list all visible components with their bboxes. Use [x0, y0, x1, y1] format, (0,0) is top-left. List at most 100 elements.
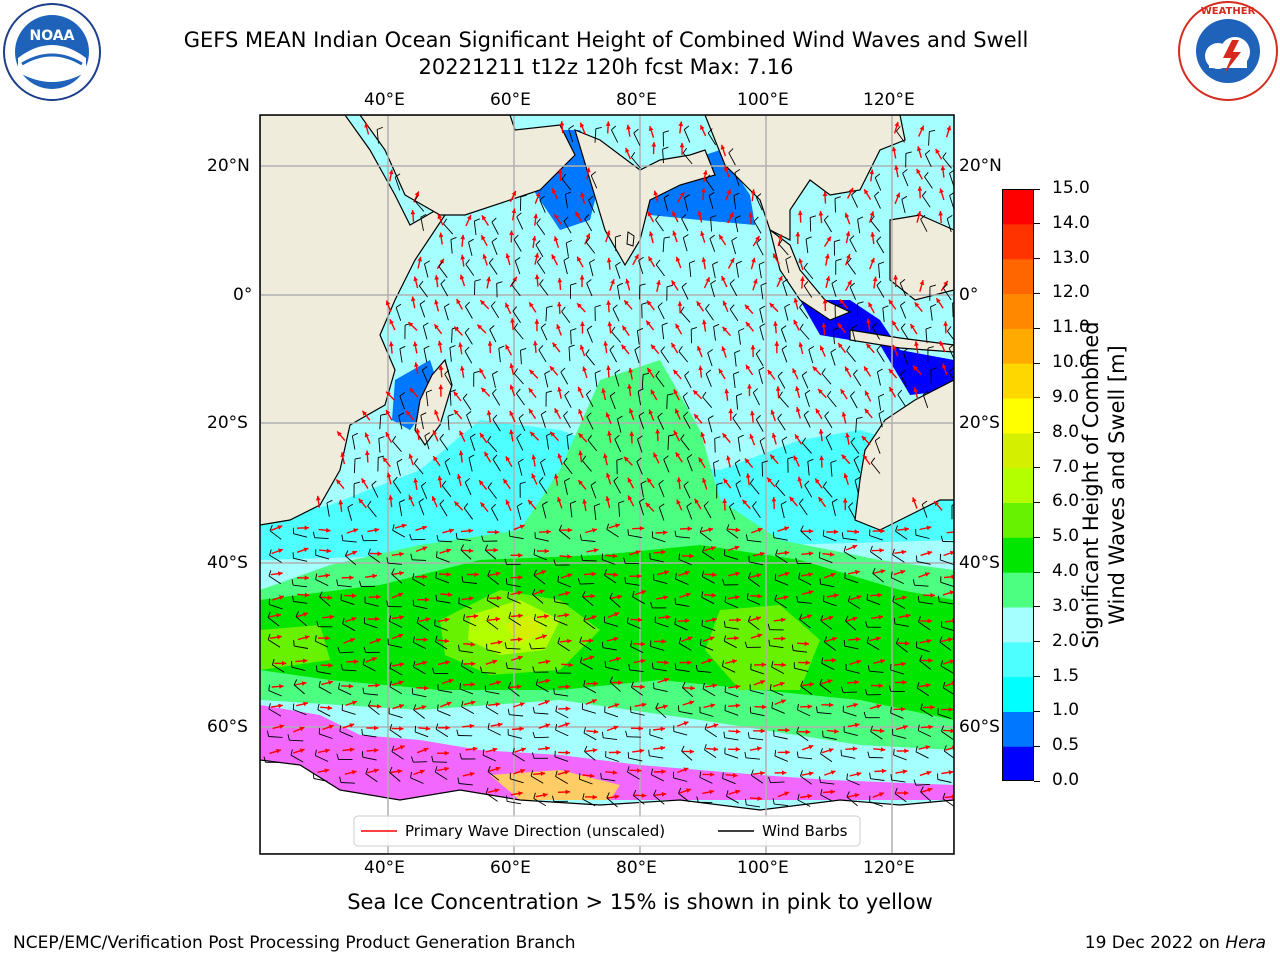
wind-barb	[400, 396, 405, 409]
wave-arrow-head	[389, 170, 394, 175]
wind-barb-flag	[949, 344, 954, 348]
wind-barb-flag	[537, 219, 541, 224]
wave-direction-arrow	[537, 275, 538, 287]
wave-arrow-head	[706, 277, 710, 282]
wind-barb-flag	[533, 732, 535, 738]
wave-direction-arrow	[649, 410, 654, 421]
wave-direction-arrow	[383, 457, 391, 466]
wave-direction-arrow	[433, 456, 440, 466]
wind-barb-flag	[313, 532, 314, 538]
wind-barb	[580, 584, 594, 585]
wave-arrow-head	[649, 410, 654, 415]
wind-barb	[681, 439, 690, 450]
wave-direction-arrow	[719, 369, 725, 379]
wave-direction-arrow	[940, 188, 944, 200]
wave-direction-arrow	[481, 235, 487, 246]
wind-barb	[656, 265, 664, 276]
wind-barb-flag	[444, 304, 449, 307]
wave-direction-arrow	[608, 704, 619, 708]
wave-arrow-head	[712, 572, 717, 577]
wind-barb-flag	[724, 635, 725, 641]
wave-arrow-head	[533, 341, 538, 346]
wave-direction-arrow	[610, 279, 614, 290]
wind-barb	[822, 374, 831, 385]
wave-direction-arrow	[506, 303, 511, 314]
wave-arrow-head	[518, 575, 522, 580]
wave-direction-arrow	[585, 529, 597, 532]
wave-arrow-head	[770, 455, 775, 460]
wave-direction-arrow	[457, 299, 463, 310]
wave-direction-arrow	[607, 638, 619, 641]
wind-barb	[756, 197, 762, 210]
wind-barb-flag	[792, 645, 793, 651]
wind-barb	[341, 783, 355, 784]
wave-direction-arrow	[510, 411, 515, 422]
wind-barb-flag	[918, 596, 919, 602]
wind-barb	[903, 173, 908, 186]
wind-barb-flag	[917, 682, 919, 688]
wind-barb-flag	[362, 729, 363, 735]
wind-barb	[435, 772, 447, 779]
wind-barb-flag	[802, 372, 807, 376]
wind-barb-flag	[823, 731, 824, 737]
wind-barb	[365, 603, 379, 607]
wind-barb	[606, 667, 620, 670]
wind-barb	[799, 579, 812, 585]
wind-barb	[564, 463, 573, 474]
wind-barb	[683, 238, 687, 251]
wind-barb	[682, 751, 693, 760]
wave-arrow-head	[889, 300, 894, 305]
wave-direction-arrow	[846, 618, 857, 622]
wind-barb	[452, 329, 453, 343]
wave-arrow-head	[869, 302, 873, 307]
wind-barb-flag	[619, 501, 625, 503]
wave-arrow-head	[383, 457, 388, 462]
wave-arrow-head	[352, 770, 357, 775]
wind-barb	[749, 562, 763, 565]
wave-arrow-head	[758, 594, 763, 599]
wind-barb	[916, 535, 930, 538]
wind-barb	[506, 648, 520, 649]
wave-arrow-head	[362, 478, 366, 483]
wind-barb	[662, 325, 664, 339]
wind-barb-flag	[452, 328, 458, 329]
arabia-land	[360, 115, 575, 215]
colorbar-scale	[1002, 189, 1034, 781]
wind-barb-flag	[288, 734, 289, 740]
wind-barb	[821, 754, 833, 762]
wave-direction-arrow	[862, 436, 870, 445]
wind-barb-flag	[547, 433, 553, 435]
wind-barb-flag	[663, 147, 669, 149]
wave-direction-arrow	[683, 688, 695, 689]
wind-barb-flag	[505, 642, 506, 648]
wind-barb-flag	[730, 305, 734, 310]
wave-direction-arrow	[605, 341, 607, 353]
wind-barb-flag	[841, 750, 842, 756]
wave-arrow-head	[592, 615, 597, 620]
wind-barb-flag	[464, 614, 465, 620]
wave-direction-arrow	[559, 387, 562, 399]
wave-arrow-head	[556, 324, 561, 329]
wave-direction-arrow	[269, 615, 281, 617]
wave-direction-arrow	[560, 278, 561, 290]
wind-barb-flag	[895, 788, 897, 794]
wave-arrow-head	[746, 365, 750, 370]
wind-barb-flag	[463, 394, 467, 399]
wave-direction-arrow	[512, 729, 524, 730]
wind-barb	[488, 772, 499, 781]
wave-direction-arrow	[800, 796, 812, 798]
wind-barb	[770, 690, 783, 695]
wave-arrow-head	[411, 210, 416, 215]
wave-arrow-head	[545, 700, 550, 705]
wind-barb-flag	[847, 346, 850, 351]
wave-arrow-head	[745, 305, 750, 310]
wave-direction-arrow	[584, 499, 586, 511]
wind-barb	[635, 350, 639, 363]
wind-barb-flag	[423, 323, 428, 326]
wind-barb-flag	[540, 196, 545, 200]
wave-direction-arrow	[889, 387, 895, 397]
wind-barb-flag	[517, 503, 522, 506]
wave-arrow-head	[809, 551, 814, 556]
wind-barb-flag	[465, 478, 470, 482]
wave-direction-arrow	[628, 478, 634, 489]
